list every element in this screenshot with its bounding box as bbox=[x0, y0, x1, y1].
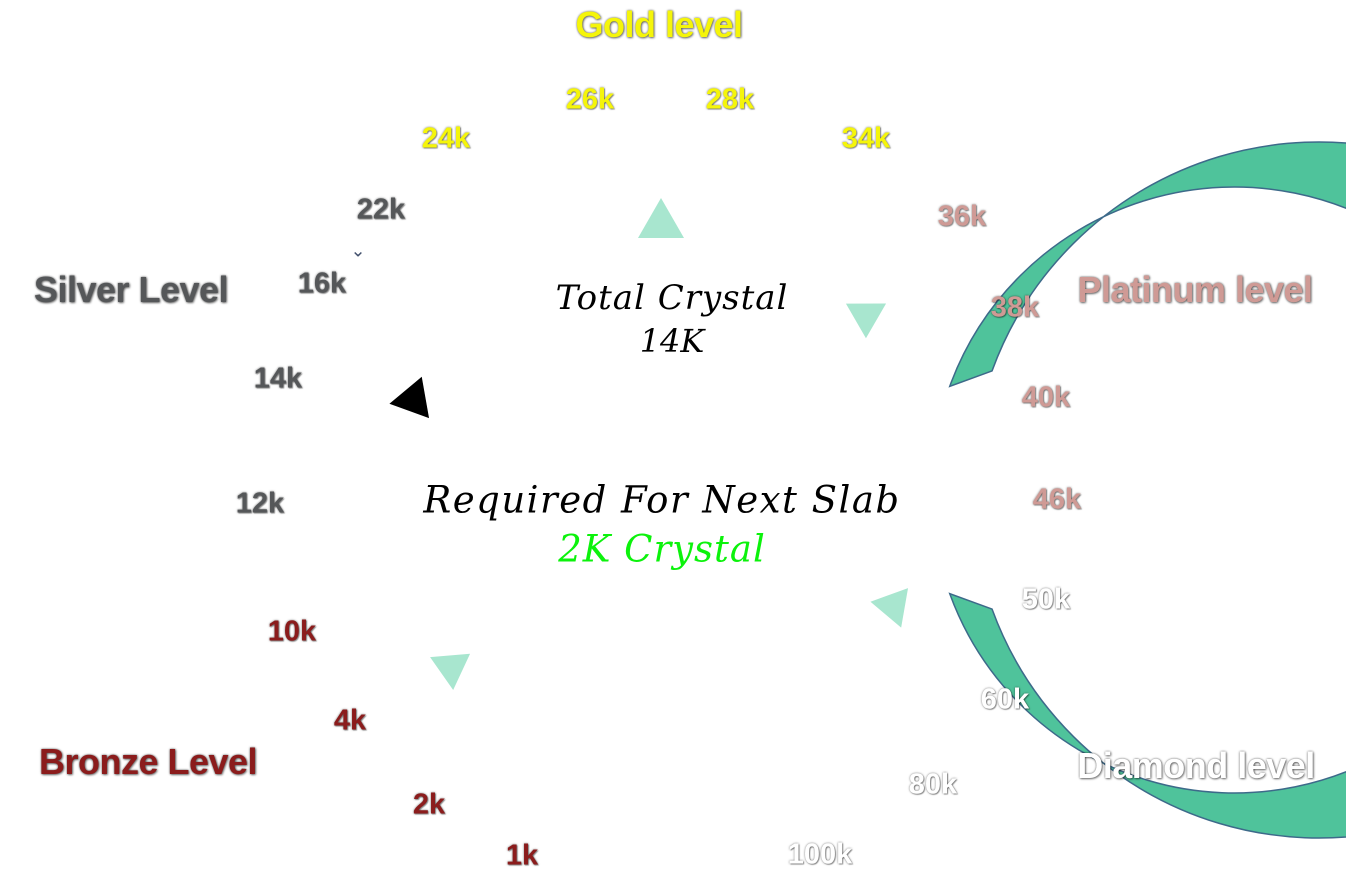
tick-label: 24k bbox=[421, 122, 471, 155]
tick-label: 60k bbox=[980, 683, 1030, 716]
tick-label: 80k bbox=[908, 768, 958, 801]
bronze-level-label: Bronze Level bbox=[38, 741, 258, 782]
tick-label: 46k bbox=[1032, 483, 1082, 516]
gold-level-label: Gold level bbox=[575, 4, 743, 45]
level-marker-icon bbox=[430, 653, 471, 691]
tick-label: 14k bbox=[253, 362, 303, 395]
level-ring-arc bbox=[948, 141, 1346, 839]
level-marker-icon bbox=[870, 588, 909, 628]
required-for-next-slab-label: Required For Next Slab bbox=[423, 478, 901, 522]
level-marker-icon bbox=[845, 303, 887, 339]
tick-label: 2k bbox=[412, 788, 446, 821]
tick-label: 28k bbox=[705, 83, 755, 116]
tick-label: 50k bbox=[1021, 583, 1071, 616]
platinum-level-label: Platinum level bbox=[1077, 269, 1313, 310]
required-crystal-value: 2K Crystal bbox=[558, 527, 766, 571]
tick-label: 10k bbox=[267, 615, 317, 648]
ring-markers bbox=[389, 197, 909, 691]
tick-label: 22k bbox=[356, 193, 406, 226]
tick-label: 40k bbox=[1021, 381, 1071, 414]
tick-label: 36k bbox=[937, 200, 987, 233]
silver-level-label: Silver Level bbox=[33, 269, 229, 310]
tick-label: 1k bbox=[505, 839, 539, 872]
tick-label: 26k bbox=[565, 83, 615, 116]
total-crystal-label: Total Crystal bbox=[555, 278, 789, 318]
tick-label: 12k bbox=[235, 487, 285, 520]
chevron-down-icon: ⌄ bbox=[350, 240, 366, 262]
diamond-level-label: Diamond level bbox=[1077, 745, 1315, 786]
tick-label: 16k bbox=[297, 267, 347, 300]
tick-label: 4k bbox=[333, 704, 367, 737]
level-marker-icon bbox=[638, 197, 684, 239]
tick-label: 34k bbox=[841, 122, 891, 155]
tick-label: 38k bbox=[990, 291, 1040, 324]
tick-label: 100k bbox=[787, 838, 853, 871]
total-crystal-value: 14K bbox=[639, 322, 705, 360]
current-level-marker-icon bbox=[389, 376, 430, 419]
